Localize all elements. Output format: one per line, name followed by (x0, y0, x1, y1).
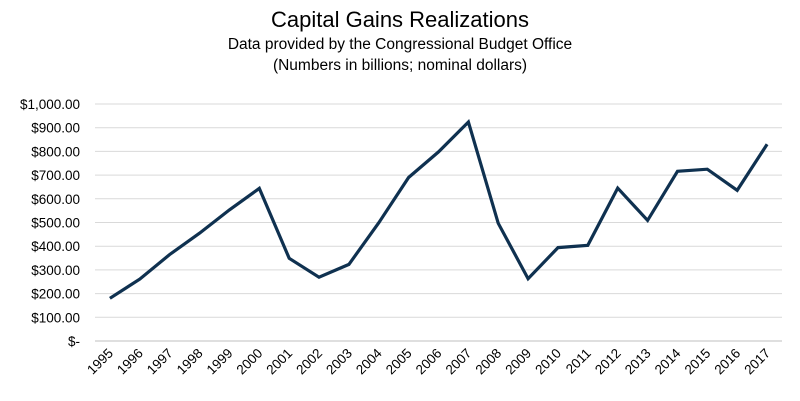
chart-subtitle: Data provided by the Congressional Budge… (227, 36, 573, 53)
x-tick-label: 1996 (114, 346, 146, 378)
x-axis-ticks: 1995199619971998199920002001200220032004… (84, 345, 773, 377)
x-tick-label: 2003 (323, 346, 355, 378)
x-tick-label: 2009 (502, 346, 534, 378)
x-tick-label: 1997 (144, 346, 176, 378)
x-tick-label: 2016 (711, 346, 743, 378)
y-tick-label: $600.00 (31, 192, 80, 207)
y-tick-label: $900.00 (31, 121, 80, 136)
x-tick-label: 2015 (682, 346, 714, 378)
x-tick-label: 1995 (84, 346, 116, 378)
x-tick-label: 2011 (563, 346, 594, 377)
series-group (109, 118, 769, 300)
x-tick-label: 2017 (741, 346, 773, 378)
x-tick-label: 2014 (652, 345, 684, 377)
gridlines (95, 103, 782, 342)
y-tick-label: $100.00 (31, 310, 80, 325)
y-tick-label: $800.00 (31, 144, 80, 159)
x-tick-label: 1999 (204, 346, 236, 378)
x-tick-label: 2004 (353, 345, 385, 377)
x-tick-label: 2007 (443, 346, 475, 378)
y-tick-label: $200.00 (31, 287, 80, 302)
y-tick-label: $400.00 (31, 239, 80, 254)
y-tick-label: $700.00 (31, 168, 80, 183)
chart-subtitle-units: (Numbers in billions; nominal dollars) (272, 57, 528, 74)
x-tick-label: 2013 (622, 346, 654, 378)
x-tick-label: 2005 (383, 346, 415, 378)
x-tick-label: 1998 (174, 346, 206, 378)
y-axis-ticks: $- $100.00 $200.00 $300.00 $400.00 $500.00 $60… (20, 97, 80, 349)
x-tick-label: 2001 (263, 346, 295, 378)
y-tick-label: $300.00 (31, 263, 80, 278)
chart-title: Capital Gains Realizations (270, 7, 530, 32)
x-tick-label: 2002 (293, 346, 325, 378)
x-tick-label: 2008 (473, 346, 505, 378)
y-tick-label: $- (68, 334, 80, 349)
x-tick-label: 2000 (234, 346, 266, 378)
x-tick-label: 2010 (532, 346, 564, 378)
x-tick-label: 2006 (413, 346, 445, 378)
x-tick-label: 2012 (592, 346, 624, 378)
series-line (109, 118, 769, 300)
y-tick-label: $1,000.00 (20, 97, 80, 112)
y-tick-label: $500.00 (31, 216, 80, 231)
